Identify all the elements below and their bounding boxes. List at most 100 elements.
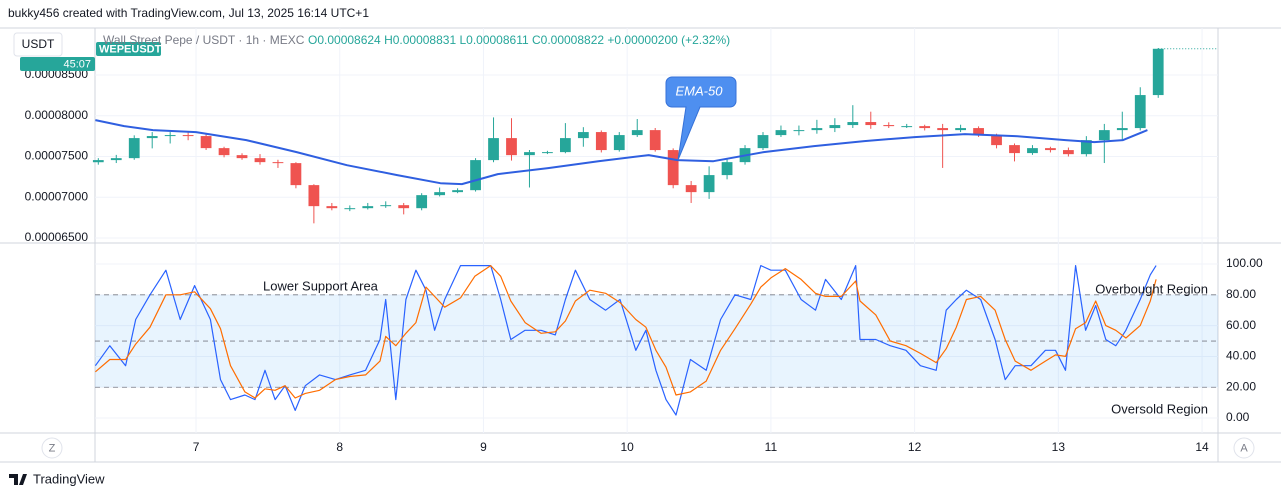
x-tick-label: 10	[621, 440, 635, 454]
candle-body	[92, 160, 104, 163]
overlay: USDT WEPEUSDT 45:07 Wall Street Pepe / U…	[9, 32, 1255, 486]
candle-body	[919, 126, 931, 129]
y-tick-label: 40.00	[1226, 349, 1256, 363]
x-tick-label: 8	[336, 440, 343, 454]
timezone-button[interactable]	[41, 437, 63, 459]
symbol-tag-label: WEPEUSDT	[99, 43, 162, 55]
candle-body	[200, 136, 212, 149]
candle-body	[667, 150, 679, 186]
callout-label: EMA-50	[676, 83, 724, 98]
candle-body	[344, 208, 356, 210]
candle-body	[973, 128, 984, 136]
y-tick-label: 100.00	[1226, 256, 1263, 270]
grid: 0.00006500 0.00007000 0.00007500 0.00008000…	[25, 28, 1263, 454]
x-tick-label: 13	[1052, 440, 1066, 454]
candle-body	[1027, 148, 1038, 154]
candle-body	[110, 158, 122, 161]
y-tick-label: 0.00	[1226, 410, 1250, 424]
candle-body	[847, 122, 859, 126]
header: bukky456 created with TradingView.com, J…	[8, 6, 369, 20]
candle-body	[416, 195, 428, 209]
candle-body	[1009, 145, 1020, 154]
candle-body	[380, 205, 392, 207]
candle-body	[829, 125, 841, 129]
candle-body	[326, 206, 338, 209]
candle-body	[362, 206, 374, 209]
candle-body	[631, 130, 643, 136]
currency-button[interactable]	[13, 32, 63, 57]
candle-body	[1134, 95, 1146, 129]
candle-body	[811, 128, 823, 131]
candle-body	[721, 162, 733, 176]
ema-line	[95, 119, 1148, 186]
candle-body	[398, 205, 410, 209]
candle-body	[991, 135, 1002, 146]
candle-body	[1045, 148, 1056, 151]
annotation: Overbought Region	[1095, 281, 1208, 296]
candle-body	[452, 190, 463, 193]
candle-body	[146, 136, 158, 139]
candle-body	[1152, 48, 1164, 96]
right-button-label: A	[1240, 442, 1248, 454]
candle-body	[308, 185, 320, 207]
auto-scale-button[interactable]	[1233, 437, 1255, 459]
candle-body	[649, 130, 661, 151]
y-tick-label: 0.00007000	[25, 189, 89, 203]
candle-body	[542, 152, 553, 154]
candle-body	[272, 162, 284, 164]
candle-body	[182, 135, 194, 137]
countdown-tag	[20, 57, 95, 71]
x-tick-label: 12	[908, 440, 922, 454]
candle-body	[613, 135, 625, 151]
x-tick-label: 7	[193, 440, 200, 454]
candle-body	[1063, 150, 1074, 155]
x-tick-label: 9	[480, 440, 487, 454]
y-tick-label: 20.00	[1226, 379, 1256, 393]
candle-body	[883, 125, 895, 127]
currency-label: USDT	[22, 37, 55, 51]
brand-name: TradingView	[33, 471, 105, 486]
candle-body	[1080, 140, 1092, 155]
candle-body	[703, 175, 715, 193]
candle-body	[559, 138, 571, 153]
x-tick-label: 14	[1195, 440, 1209, 454]
y-tick-label: 0.00006500	[25, 230, 89, 244]
plot: EMA-50 Lower Support Area Overbought Regio…	[92, 48, 1218, 416]
symbol-tag	[96, 42, 161, 56]
candle-body	[901, 126, 913, 128]
candle-body	[164, 135, 176, 137]
candle-body	[470, 160, 481, 191]
annotation: Lower Support Area	[263, 278, 379, 293]
callout-box	[665, 76, 737, 161]
candle-body	[1116, 128, 1128, 131]
candle-body	[595, 132, 607, 151]
candle-body	[577, 132, 589, 139]
annotation: Oversold Region	[1111, 401, 1208, 416]
brand-logo	[9, 474, 27, 485]
candle-body	[254, 158, 266, 163]
candle-body	[937, 128, 949, 131]
candle-body	[506, 138, 517, 156]
countdown-label: 45:07	[63, 58, 91, 70]
candle-body	[488, 138, 499, 161]
candle-body	[955, 128, 966, 131]
candle-body	[865, 122, 877, 126]
left-button-label: Z	[49, 442, 56, 454]
y-tick-label: 0.00008000	[25, 108, 89, 122]
legend-symbol: Wall Street Pepe / USDT · 1h · MEXC	[103, 33, 305, 47]
oscillator-line	[94, 265, 1157, 416]
y-tick-label: 0.00007500	[25, 149, 89, 163]
candle-body	[685, 185, 697, 193]
oscillator-line	[95, 265, 1157, 399]
y-tick-label: 80.00	[1226, 287, 1256, 301]
candle-body	[128, 138, 140, 159]
candle-body	[757, 135, 769, 149]
y-tick-label: 60.00	[1226, 318, 1256, 332]
candle-body	[793, 130, 805, 132]
candle-body	[524, 152, 535, 156]
legend-ohlc: O0.00008624 H0.00008831 L0.00008611 C0.0…	[308, 33, 730, 47]
candle-body	[218, 148, 230, 156]
candle-body	[775, 130, 787, 136]
